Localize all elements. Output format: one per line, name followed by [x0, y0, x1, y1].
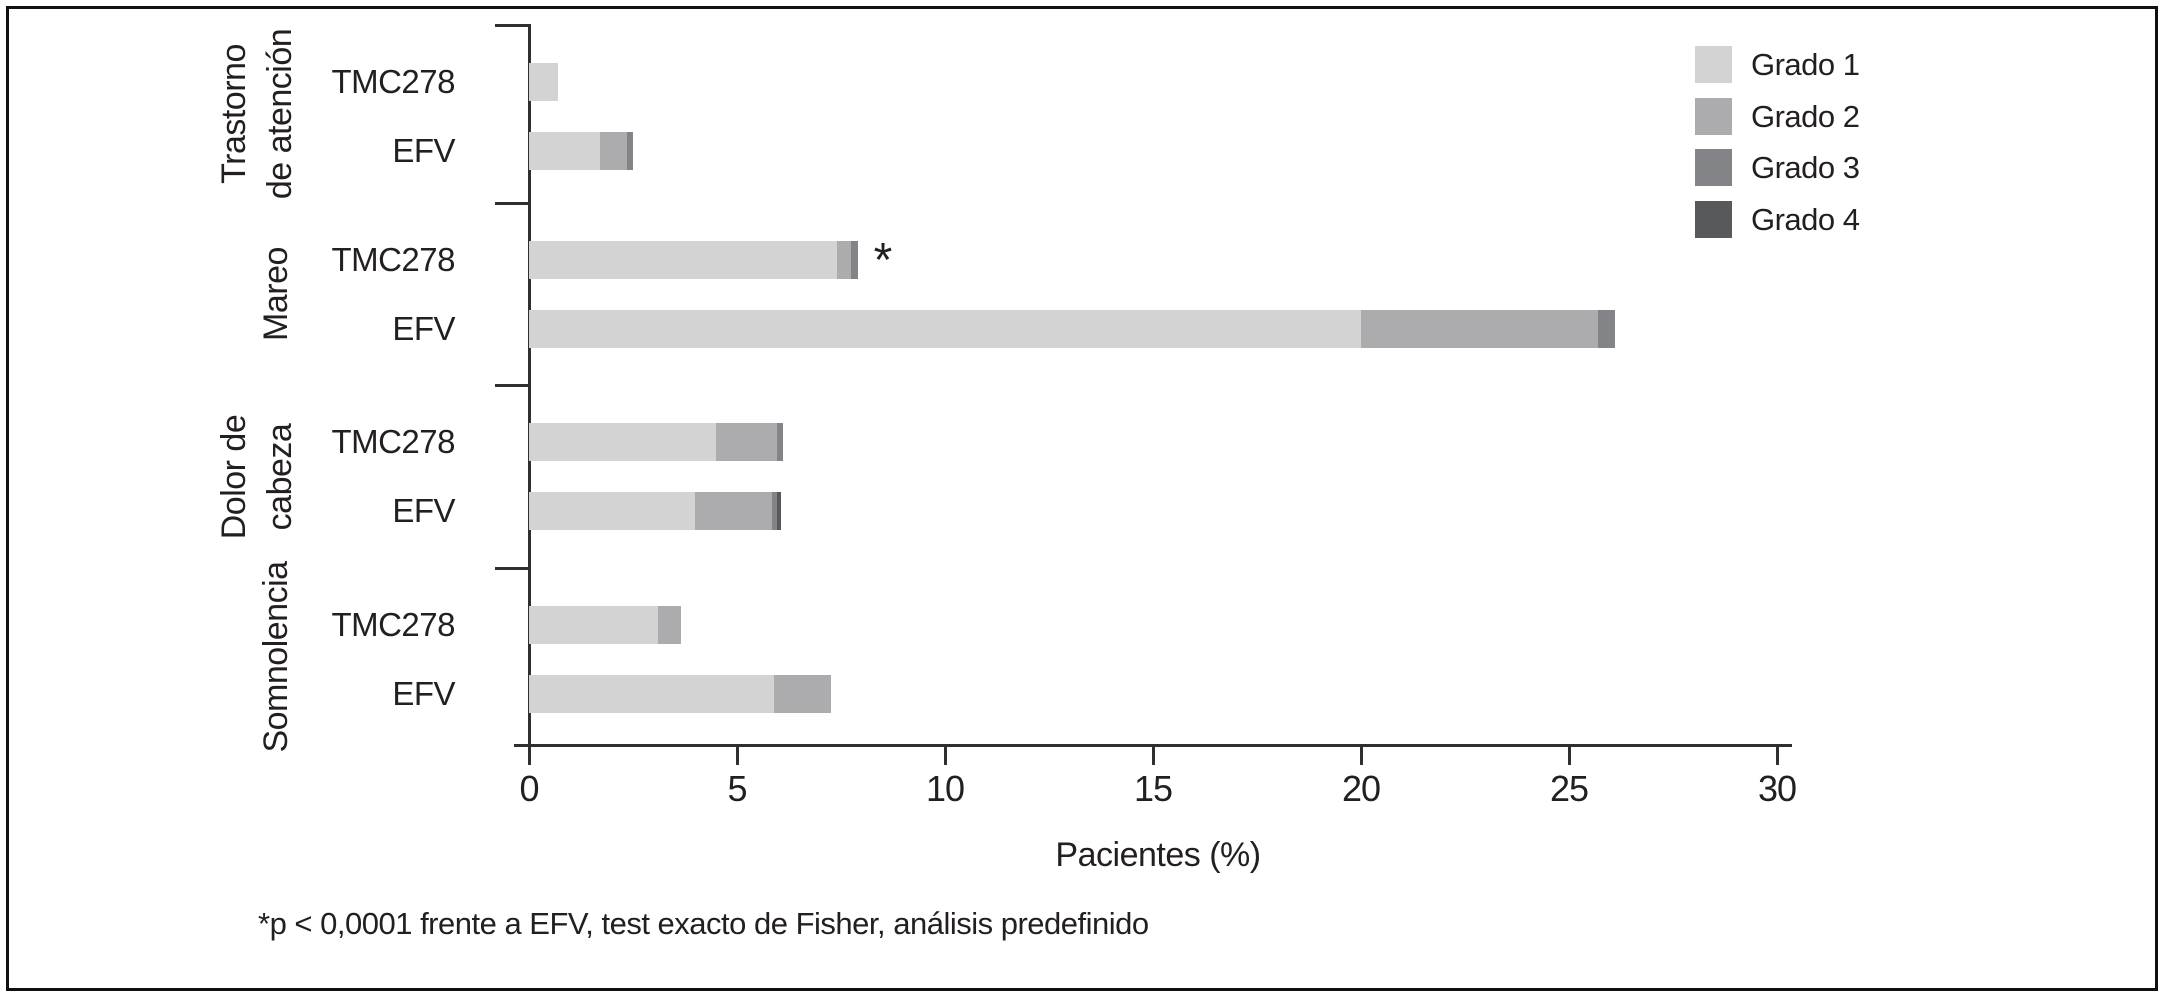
- category-label: Trastorno de atención: [215, 28, 299, 200]
- bar-row-label: EFV: [392, 132, 455, 169]
- figure-frame: [6, 6, 2158, 991]
- significance-asterisk: *: [873, 234, 893, 287]
- x-tick-mark: [943, 745, 947, 765]
- legend-swatch-grade-4: [1695, 201, 1732, 238]
- x-tick-label: 5: [727, 768, 747, 809]
- legend-swatch-grade-1: [1695, 46, 1732, 83]
- bar-row: [529, 310, 1615, 348]
- bar-row-label: TMC278: [331, 423, 455, 460]
- bar-segment-grade-2: [599, 132, 627, 170]
- legend-swatch-grade-2: [1695, 98, 1732, 135]
- x-tick-mark: [1151, 745, 1155, 765]
- x-tick-label: 10: [925, 768, 965, 809]
- bar-segment-grade-1: [529, 423, 717, 461]
- bar-segment-grade-1: [529, 132, 600, 170]
- x-tick-label: 15: [1133, 768, 1173, 809]
- x-tick-mark: [1567, 745, 1571, 765]
- x-tick-mark: [527, 745, 531, 765]
- x-tick-mark: [1359, 745, 1363, 765]
- bar-segment-grade-4: [776, 492, 781, 530]
- legend-item: Grado 2: [1695, 98, 1860, 135]
- bar-segment-grade-3: [851, 241, 858, 279]
- bar-segment-grade-3: [1598, 310, 1615, 348]
- legend-label: Grado 1: [1751, 47, 1860, 82]
- bar-segment-grade-1: [529, 492, 696, 530]
- bar-segment-grade-3: [772, 492, 777, 530]
- bar-segment-grade-2: [1361, 310, 1599, 348]
- x-tick-label: 30: [1757, 768, 1797, 809]
- bar-row: [529, 241, 858, 279]
- bar-row-label: EFV: [392, 675, 455, 712]
- bar-segment-grade-3: [626, 132, 633, 170]
- x-tick-label: 20: [1341, 768, 1381, 809]
- bar-row-label: TMC278: [331, 606, 455, 643]
- bar-segment-grade-2: [836, 241, 852, 279]
- bar-row-label: EFV: [392, 492, 455, 529]
- bar-segment-grade-1: [529, 675, 775, 713]
- bar-segment-grade-1: [529, 241, 837, 279]
- y-section-tick-mark: [495, 202, 529, 205]
- footnote: *p < 0,0001 frente a EFV, test exacto de…: [258, 906, 1149, 941]
- x-tick-label: 0: [519, 768, 539, 809]
- x-tick-mark: [1775, 745, 1779, 765]
- bar-segment-grade-2: [695, 492, 773, 530]
- bar-row-label: TMC278: [331, 241, 455, 278]
- bar-segment-grade-2: [716, 423, 777, 461]
- legend-item: Grado 3: [1695, 149, 1860, 186]
- bar-row: [529, 675, 831, 713]
- y-section-tick-mark: [495, 384, 529, 387]
- legend-label: Grado 2: [1751, 99, 1860, 134]
- bar-segment-grade-1: [529, 63, 559, 101]
- bar-row: [529, 606, 681, 644]
- legend-swatch-grade-3: [1695, 149, 1732, 186]
- bar-row: [529, 492, 781, 530]
- legend-item: Grado 4: [1695, 201, 1860, 238]
- x-axis-title: Pacientes (%): [1055, 836, 1261, 874]
- legend-item: Grado 1: [1695, 46, 1860, 83]
- bar-row-label: TMC278: [331, 63, 455, 100]
- legend-label: Grado 4: [1751, 202, 1860, 237]
- y-axis-line: [528, 24, 531, 747]
- bar-segment-grade-3: [776, 423, 783, 461]
- bar-row: [529, 132, 633, 170]
- bar-row-label: EFV: [392, 310, 455, 347]
- legend-label: Grado 3: [1751, 150, 1860, 185]
- x-tick-label: 25: [1549, 768, 1589, 809]
- bar-row: [529, 63, 559, 101]
- x-tick-mark: [735, 745, 739, 765]
- y-section-tick-mark: [495, 24, 529, 27]
- bar-segment-grade-1: [529, 310, 1361, 348]
- bar-row: [529, 423, 783, 461]
- bar-segment-grade-1: [529, 606, 658, 644]
- category-label: Somnolencia: [257, 560, 295, 753]
- y-section-tick-mark: [495, 567, 529, 570]
- bar-segment-grade-2: [774, 675, 831, 713]
- bar-segment-grade-2: [657, 606, 681, 644]
